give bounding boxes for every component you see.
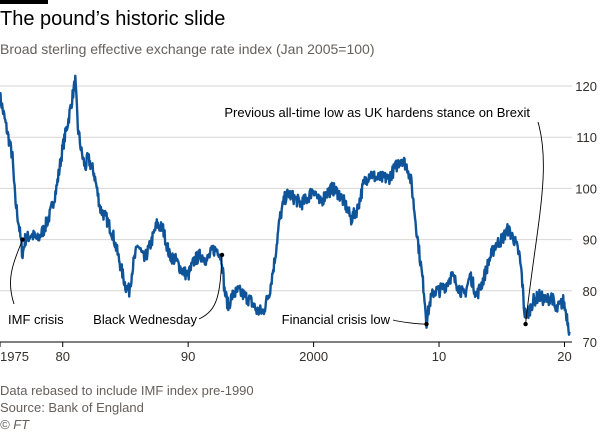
annotation-leader (198, 254, 223, 320)
line-chart: 70 80 90 100 110 120 1975 80 90 2000 10 20 IMF cris… (0, 74, 597, 364)
chart-subtitle: Broad sterling effective exchange rate i… (0, 41, 375, 57)
annotation-label: Financial crisis low (282, 312, 391, 327)
annotation-point (424, 321, 429, 327)
series-layer (0, 74, 571, 336)
annotation-layer: IMF crisis Black Wednesday Financial crisi… (8, 105, 544, 327)
annotation-label: Previous all-time low as UK hardens stan… (224, 105, 530, 120)
x-tick-label: 20 (557, 349, 571, 364)
y-tick-label: 120 (575, 79, 597, 94)
y-tick-label: 80 (583, 284, 597, 299)
x-tick-label: 90 (181, 349, 195, 364)
annotation-leader (392, 319, 427, 325)
annotation-label: Black Wednesday (93, 312, 197, 327)
y-tick-label: 100 (575, 181, 597, 196)
sterling-index-line (0, 74, 571, 336)
y-tick-label: 90 (583, 233, 597, 248)
ft-header-rule (0, 0, 48, 4)
chart-title: The pound’s historic slide (0, 8, 226, 30)
x-tick-label: 80 (55, 349, 69, 364)
annotation-leader (9, 239, 23, 305)
annotation-label: IMF crisis (8, 312, 64, 327)
y-tick-label: 70 (583, 335, 597, 350)
annotation-point (523, 321, 528, 327)
y-tick-label: 110 (576, 130, 597, 145)
footnote: Data rebased to include IMF index pre-19… (0, 383, 254, 398)
ft-credit: © FT (0, 417, 30, 432)
x-tick-label: 1975 (0, 349, 29, 364)
axis-layer: 70 80 90 100 110 120 1975 80 90 2000 10 20 (0, 79, 597, 364)
annotation-leader (525, 121, 544, 325)
annotation-point (219, 252, 225, 258)
annotation-point (20, 237, 25, 242)
x-tick-label: 2000 (299, 349, 328, 364)
x-tick-label: 10 (432, 349, 446, 364)
source-line: Source: Bank of England (0, 400, 144, 415)
